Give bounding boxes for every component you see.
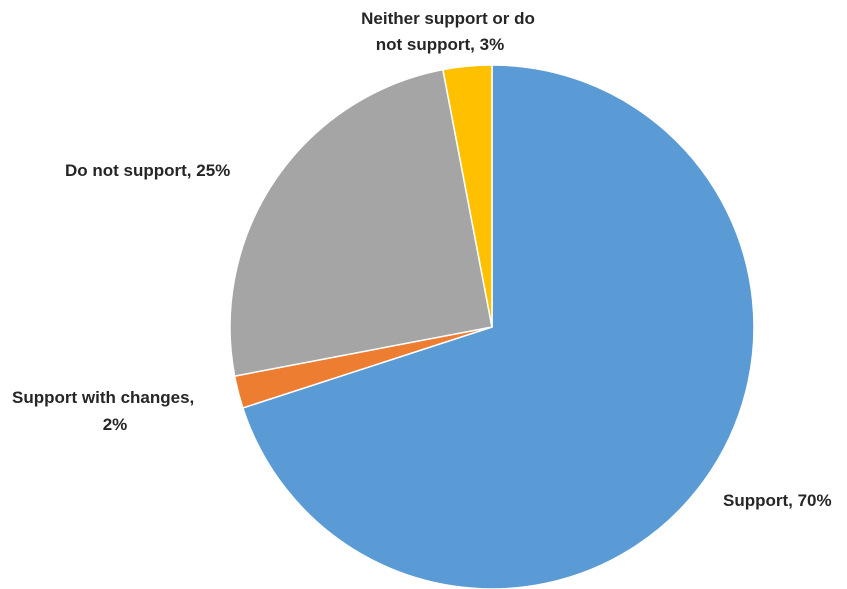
data-label-neither-value: not support, 3% (376, 35, 504, 54)
pie-slices (229, 64, 755, 589)
pie-slice-do-not-support (229, 68, 493, 377)
data-label-support-with-changes: Support with changes, (12, 388, 194, 407)
pie-slice-support (241, 64, 755, 589)
data-label-support-with-changes-value: 2% (103, 415, 128, 434)
data-label-neither: Neither support or do (361, 9, 535, 28)
pie-slice-neither (442, 64, 493, 328)
data-label-support: Support, 70% (723, 491, 832, 510)
data-label-do-not-support: Do not support, 25% (65, 161, 230, 180)
